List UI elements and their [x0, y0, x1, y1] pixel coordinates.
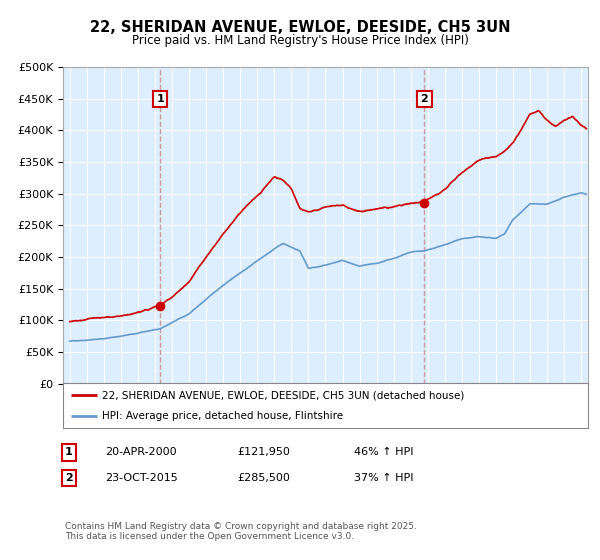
Text: HPI: Average price, detached house, Flintshire: HPI: Average price, detached house, Flin… — [103, 410, 343, 421]
Text: 2: 2 — [65, 473, 73, 483]
Text: 20-APR-2000: 20-APR-2000 — [105, 447, 176, 458]
Text: 46% ↑ HPI: 46% ↑ HPI — [354, 447, 413, 458]
Text: 23-OCT-2015: 23-OCT-2015 — [105, 473, 178, 483]
Text: 22, SHERIDAN AVENUE, EWLOE, DEESIDE, CH5 3UN: 22, SHERIDAN AVENUE, EWLOE, DEESIDE, CH5… — [90, 20, 510, 35]
Text: Contains HM Land Registry data © Crown copyright and database right 2025.
This d: Contains HM Land Registry data © Crown c… — [65, 522, 416, 542]
Text: Price paid vs. HM Land Registry's House Price Index (HPI): Price paid vs. HM Land Registry's House … — [131, 34, 469, 46]
Text: £121,950: £121,950 — [237, 447, 290, 458]
Text: 22, SHERIDAN AVENUE, EWLOE, DEESIDE, CH5 3UN (detached house): 22, SHERIDAN AVENUE, EWLOE, DEESIDE, CH5… — [103, 390, 465, 400]
Text: 1: 1 — [65, 447, 73, 458]
Text: 2: 2 — [421, 94, 428, 104]
Text: 37% ↑ HPI: 37% ↑ HPI — [354, 473, 413, 483]
Text: 1: 1 — [156, 94, 164, 104]
Text: £285,500: £285,500 — [237, 473, 290, 483]
